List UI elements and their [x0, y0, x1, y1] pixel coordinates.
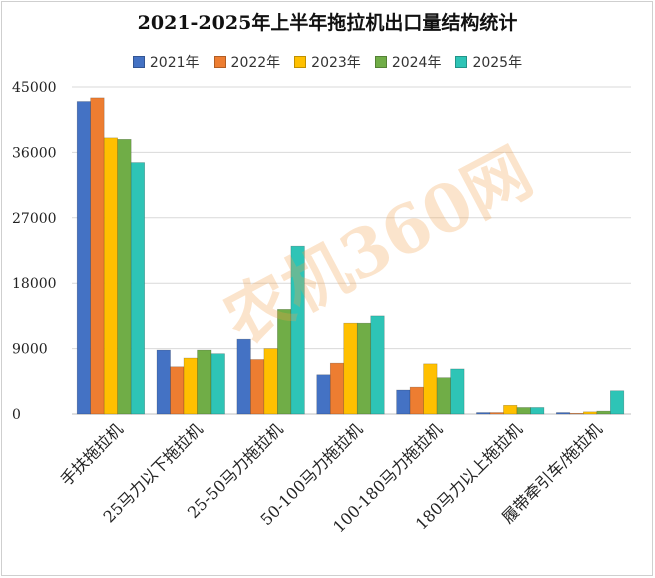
y-tick-label: 9000 [12, 342, 48, 358]
bar [370, 315, 385, 415]
y-tick-label: 45000 [12, 80, 57, 96]
bar [396, 389, 411, 415]
legend-label: 2021年 [149, 55, 200, 71]
bar [476, 412, 491, 415]
legend-item: 2025年 [455, 52, 522, 72]
bar [103, 137, 118, 415]
x-tick-label: 手扶拖拉机 [57, 419, 127, 489]
legend-swatch [374, 56, 387, 68]
legend-item: 2021年 [132, 52, 200, 72]
legend-label: 2024年 [391, 55, 442, 71]
bar [263, 348, 278, 415]
bar [197, 349, 212, 415]
bar [596, 410, 611, 415]
bar [76, 101, 91, 415]
bar [117, 139, 132, 415]
bar [343, 322, 358, 415]
bar [316, 374, 331, 415]
legend-item: 2022年 [213, 52, 281, 72]
bar [290, 245, 305, 415]
bar [277, 309, 292, 415]
bar [210, 353, 225, 415]
bar [610, 390, 625, 415]
legend-swatch [213, 56, 226, 68]
bar [236, 338, 251, 415]
y-tick-label: 36000 [12, 145, 57, 161]
legend-label: 2022年 [230, 55, 281, 71]
bar [183, 357, 198, 415]
bar [250, 359, 265, 415]
bar [90, 97, 105, 415]
bar [516, 407, 531, 415]
y-tick-label: 18000 [12, 276, 57, 292]
bar [503, 404, 518, 415]
chart-title: 2021-2025年上半年拖拉机出口量结构统计 [137, 12, 518, 34]
legend-item: 2024年 [374, 52, 442, 72]
bar [409, 386, 424, 415]
bar [356, 322, 372, 415]
bar [556, 412, 571, 415]
legend-label: 2025年 [472, 55, 523, 71]
legend-label: 2023年 [311, 55, 361, 71]
bar [436, 377, 451, 415]
bar [156, 349, 171, 415]
legend-swatch [455, 56, 468, 68]
bar [583, 411, 598, 415]
bar [423, 363, 438, 415]
legend-item: 2023年 [294, 52, 361, 72]
bar [489, 412, 504, 415]
bar [450, 368, 465, 415]
bar [569, 412, 584, 415]
legend-swatch [294, 56, 307, 68]
bar [530, 407, 545, 415]
bar [329, 362, 345, 415]
legend-swatch [132, 56, 145, 68]
y-tick-label: 27000 [12, 211, 57, 227]
bar [130, 162, 145, 415]
y-tick-label: 0 [12, 407, 21, 423]
bar [170, 366, 185, 415]
chart-legend: 2021年 2022年 2023年 2024年 2025年 [0, 52, 655, 72]
